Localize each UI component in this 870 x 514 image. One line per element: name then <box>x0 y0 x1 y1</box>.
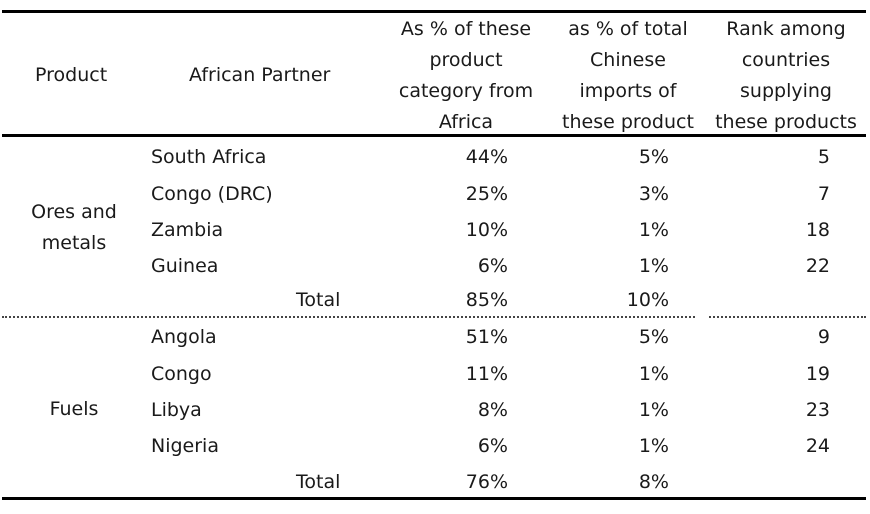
header-rank: Rank among countries supplying these pro… <box>706 14 866 138</box>
header-line: imports of <box>579 80 677 102</box>
partner-cell: Zambia <box>151 219 224 241</box>
header-line: product <box>429 49 503 71</box>
header-pct-africa: As % of these product category from Afri… <box>386 14 546 138</box>
total-label: Total <box>296 471 341 493</box>
partner-cell: Libya <box>151 399 202 421</box>
header-pct-china: as % of total Chinese imports of these p… <box>548 14 708 138</box>
total-pct-africa: 76% <box>465 471 508 493</box>
pct-china-cell: 5% <box>638 326 669 348</box>
rank-cell: 19 <box>805 363 830 385</box>
header-line: Africa <box>438 111 494 133</box>
rank-cell: 7 <box>817 183 830 205</box>
header-african-partner: African Partner <box>189 64 331 86</box>
top-rule <box>2 10 866 13</box>
pct-africa-cell: 11% <box>465 363 508 385</box>
rank-cell: 18 <box>805 219 830 241</box>
pct-china-cell: 3% <box>638 183 669 205</box>
partner-cell: Congo <box>151 363 212 385</box>
header-product: Product <box>35 64 108 86</box>
header-rule <box>2 134 866 137</box>
divider-gap <box>695 313 707 319</box>
partner-cell: South Africa <box>151 146 267 168</box>
pct-africa-cell: 51% <box>465 326 508 348</box>
group-product-label: Fuels <box>14 394 134 425</box>
product-line: Ores and <box>31 201 117 223</box>
pct-china-cell: 1% <box>638 363 669 385</box>
rank-cell: 5 <box>817 146 830 168</box>
pct-china-cell: 1% <box>638 435 669 457</box>
header-line: supplying <box>740 80 832 102</box>
pct-africa-cell: 6% <box>477 255 508 277</box>
pct-africa-cell: 8% <box>477 399 508 421</box>
pct-africa-cell: 25% <box>465 183 508 205</box>
header-line: As % of these <box>400 18 532 40</box>
total-label: Total <box>296 289 341 311</box>
header-line: Rank among <box>726 18 846 40</box>
header-line: Chinese <box>590 49 666 71</box>
group-divider <box>2 316 866 318</box>
header-line: as % of total <box>568 18 688 40</box>
product-line: Fuels <box>49 398 99 420</box>
total-pct-china: 10% <box>626 289 669 311</box>
partner-cell: Angola <box>151 326 217 348</box>
product-line: metals <box>41 232 107 254</box>
pct-africa-cell: 10% <box>465 219 508 241</box>
pct-china-cell: 1% <box>638 399 669 421</box>
total-pct-china: 8% <box>638 471 669 493</box>
header-line: these product <box>562 111 694 133</box>
partner-cell: Congo (DRC) <box>151 183 273 205</box>
partner-cell: Guinea <box>151 255 219 277</box>
pct-china-cell: 5% <box>638 146 669 168</box>
pct-africa-cell: 44% <box>465 146 508 168</box>
rank-cell: 24 <box>805 435 830 457</box>
group-product-label: Ores and metals <box>14 197 134 259</box>
pct-china-cell: 1% <box>638 219 669 241</box>
bottom-rule <box>2 497 866 500</box>
header-line: these products <box>715 111 857 133</box>
total-pct-africa: 85% <box>465 289 508 311</box>
rank-cell: 9 <box>817 326 830 348</box>
header-line: category from <box>398 80 534 102</box>
header-line: countries <box>741 49 831 71</box>
pct-china-cell: 1% <box>638 255 669 277</box>
rank-cell: 23 <box>805 399 830 421</box>
rank-cell: 22 <box>805 255 830 277</box>
partner-cell: Nigeria <box>151 435 219 457</box>
pct-africa-cell: 6% <box>477 435 508 457</box>
